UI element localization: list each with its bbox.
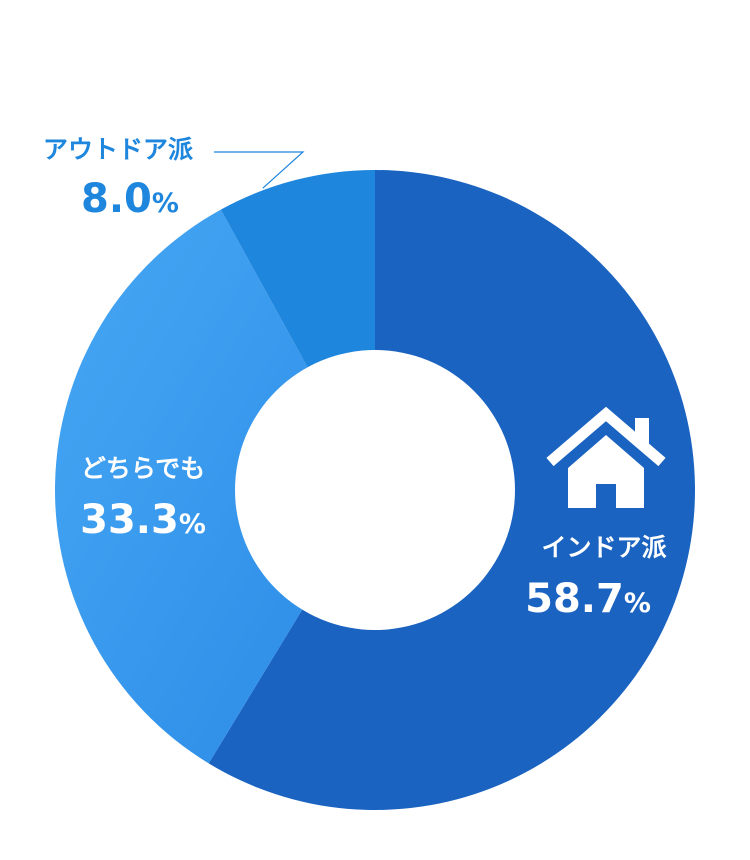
- house-icon: [546, 406, 666, 508]
- slice-value-either: 33.3%: [80, 497, 206, 543]
- pie-slice-either: [54, 209, 375, 764]
- leader-layer: [214, 151, 305, 189]
- icon-layer: [546, 406, 666, 508]
- donut-hole: [235, 350, 515, 630]
- slice-value-outdoor: 8.0%: [81, 176, 179, 222]
- slice-label-outdoor: アウトドア派: [43, 135, 193, 164]
- slice-value-indoor: 58.7%: [525, 576, 651, 622]
- slice-label-either: どちらでも: [81, 454, 205, 483]
- leader-line-outdoor: [214, 151, 305, 189]
- slice-label-indoor: インドア派: [541, 533, 666, 562]
- labels-layer: インドア派 58.7% どちらでも 33.3% アウトドア派 8.0%: [43, 135, 667, 622]
